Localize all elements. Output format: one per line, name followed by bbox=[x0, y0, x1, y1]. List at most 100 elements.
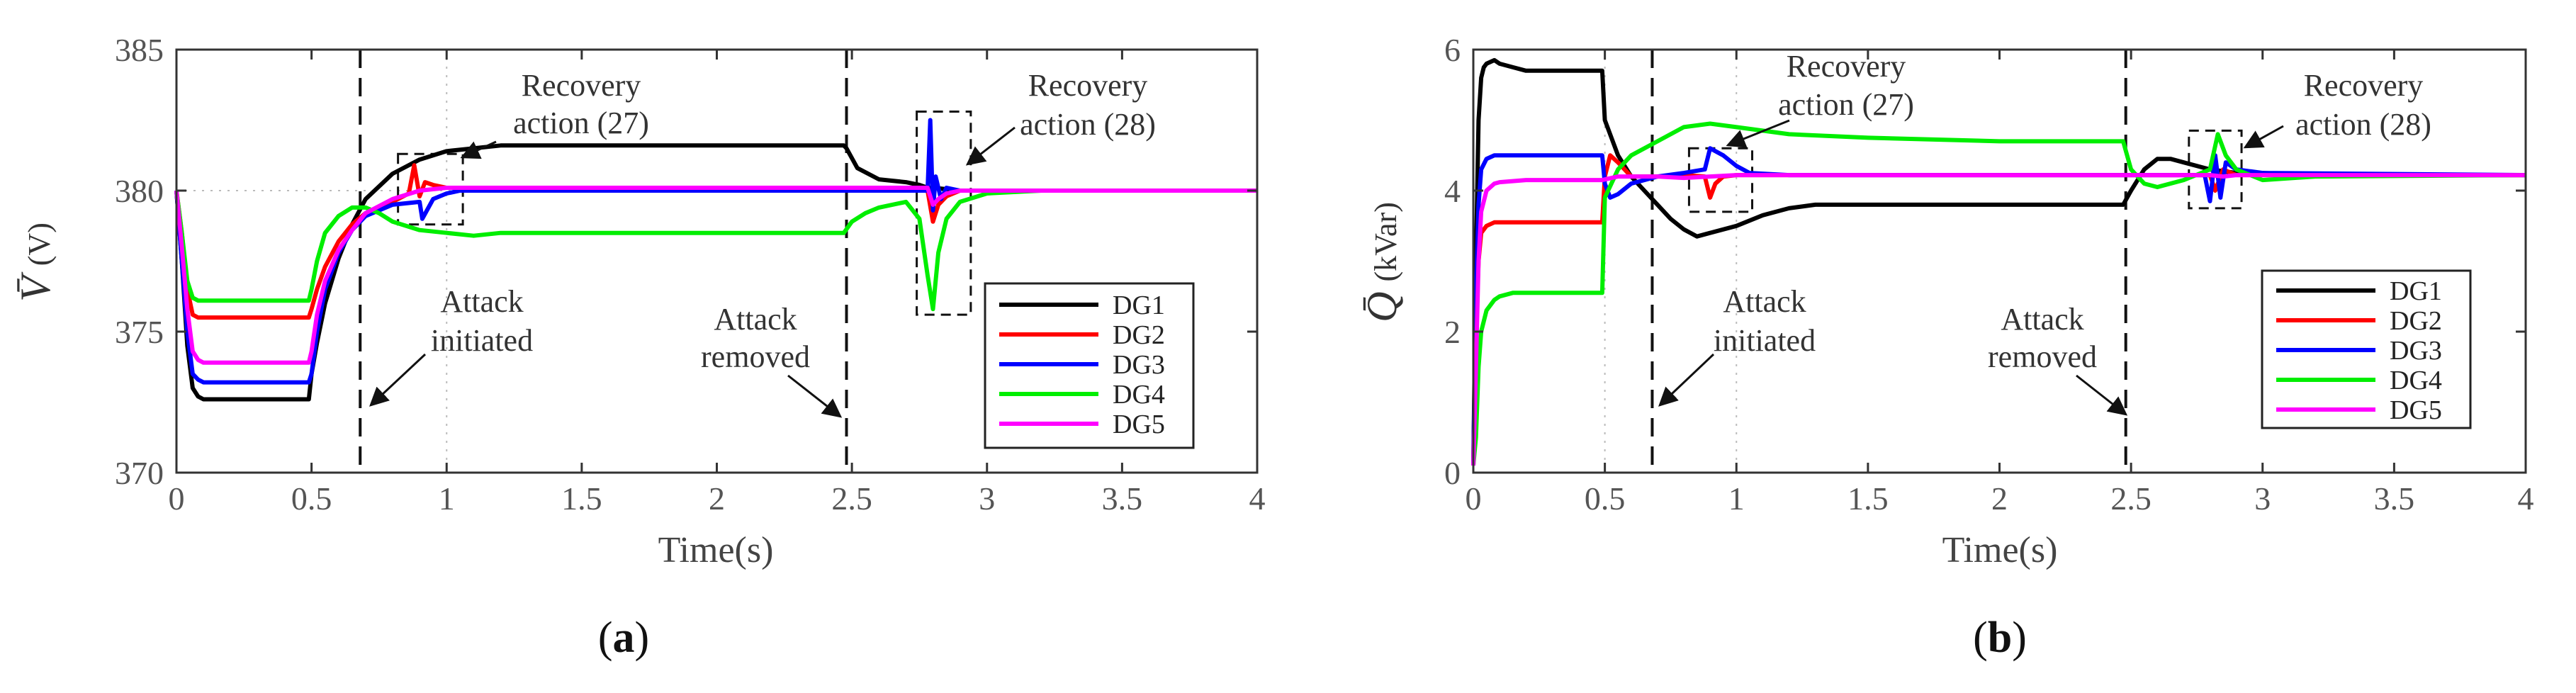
panel-b: 0 0.5 1 1.5 2 2.5 3 3.5 4 0 2 4 6 Time(s) Q̄ (kVar)… bbox=[1359, 32, 2534, 662]
y-tick-label: 0 bbox=[1444, 455, 1461, 491]
x-tick-label: 4 bbox=[2518, 480, 2534, 517]
x-tick-label: 3.5 bbox=[1102, 480, 1143, 517]
annotation-line-1: Attack bbox=[714, 302, 797, 337]
panel-b-recovery-boxes bbox=[1687, 129, 2243, 213]
x-tick-label: 0 bbox=[1466, 480, 1482, 517]
panel-b-annotation-attack-initiated: Attack initiated bbox=[1658, 284, 1816, 407]
annotation-arrow bbox=[787, 374, 843, 418]
x-tick-label: 2.5 bbox=[831, 480, 872, 517]
annotation-line-2: action (27) bbox=[1778, 87, 1914, 122]
series-line-dg1 bbox=[1471, 57, 2526, 466]
panel-a-caption-letter: a bbox=[613, 614, 635, 662]
annotation-line-2: action (28) bbox=[2295, 107, 2431, 142]
y-tick-label: 385 bbox=[115, 32, 164, 68]
panel-b-caption: (b) bbox=[1973, 614, 2027, 662]
legend-label-dg3: DG3 bbox=[1113, 350, 1165, 380]
panel-a-annotation-attack-removed: Attack removed bbox=[701, 302, 843, 418]
x-tick-label: 1 bbox=[439, 480, 455, 517]
legend-label-dg2: DG2 bbox=[2390, 306, 2442, 336]
annotation-arrow bbox=[2076, 374, 2128, 416]
y-tick-label: 370 bbox=[115, 455, 164, 491]
panel-b-annotation-recovery-28: Recovery action (28) bbox=[2243, 68, 2431, 149]
panel-b-annotation-attack-removed: Attack removed bbox=[1988, 302, 2128, 416]
y-tick-label: 380 bbox=[115, 173, 164, 209]
panel-a-grid bbox=[176, 50, 1257, 473]
panel-a: 0 0.5 1 1.5 2 2.5 3 3.5 4 370 375 380 385 Time(s) V… bbox=[12, 32, 1266, 662]
panel-b-ylabel: Q̄ (kVar) bbox=[1359, 202, 1405, 322]
annotation-line-2: action (27) bbox=[513, 106, 649, 140]
annotation-line-1: Recovery bbox=[1028, 68, 1148, 103]
annotation-line-2: removed bbox=[1988, 339, 2097, 374]
x-tick-label: 4 bbox=[1249, 480, 1266, 517]
x-tick-label: 3 bbox=[979, 480, 995, 517]
panel-a-caption: (a) bbox=[598, 614, 649, 662]
svg-text:V̄ (V): V̄ (V) bbox=[12, 222, 59, 302]
y-tick-label: 6 bbox=[1444, 32, 1461, 68]
annotation-arrow bbox=[369, 353, 427, 407]
annotation-line-2: removed bbox=[701, 339, 810, 374]
legend-label-dg2: DG2 bbox=[1113, 320, 1165, 350]
x-tick-label: 2 bbox=[709, 480, 725, 517]
panel-a-series bbox=[174, 118, 1257, 402]
x-tick-label: 3 bbox=[2254, 480, 2271, 517]
panel-b-xticks: 0 0.5 1 1.5 2 2.5 3 3.5 4 bbox=[1466, 50, 2534, 517]
panel-a-ylabel-unit: (V) bbox=[22, 222, 57, 266]
annotation-line-1: Recovery bbox=[522, 68, 641, 103]
x-tick-label: 1 bbox=[1728, 480, 1745, 517]
x-tick-label: 1.5 bbox=[561, 480, 602, 517]
legend-label-dg4: DG4 bbox=[1113, 380, 1165, 410]
x-tick-label: 0.5 bbox=[291, 480, 332, 517]
y-tick-label: 2 bbox=[1444, 314, 1461, 350]
panel-b-yticks: 0 2 4 6 bbox=[1444, 32, 2526, 491]
annotation-line-2: initiated bbox=[1714, 323, 1816, 358]
x-tick-label: 2.5 bbox=[2110, 480, 2152, 517]
panel-a-annotation-recovery-28: Recovery action (28) bbox=[965, 68, 1156, 166]
series-line-dg4 bbox=[1471, 121, 2526, 466]
annotation-line-1: Attack bbox=[2001, 302, 2083, 337]
panel-b-series bbox=[1471, 57, 2526, 466]
panel-a-ylabel: V̄ (V) bbox=[12, 222, 59, 302]
series-line-dg3 bbox=[1471, 146, 2526, 466]
legend-label-dg4: DG4 bbox=[2390, 366, 2442, 395]
panel-a-xticks: 0 0.5 1 1.5 2 2.5 3 3.5 4 bbox=[169, 50, 1266, 517]
x-tick-label: 0 bbox=[169, 480, 185, 517]
legend-label-dg3: DG3 bbox=[2390, 336, 2442, 366]
panel-b-caption-letter: b bbox=[1988, 614, 2012, 662]
panel-b-annotation-recovery-27: Recovery action (27) bbox=[1726, 49, 1914, 148]
x-tick-label: 0.5 bbox=[1585, 480, 1626, 517]
annotation-line-1: Recovery bbox=[2304, 68, 2424, 103]
panel-a-event-lines bbox=[359, 50, 848, 473]
series-line-dg5 bbox=[1471, 173, 2526, 466]
annotation-line-1: Recovery bbox=[1787, 49, 1906, 84]
x-tick-label: 2 bbox=[1991, 480, 2008, 517]
series-line-dg4 bbox=[174, 188, 1257, 312]
annotation-arrow bbox=[965, 126, 1016, 166]
panel-a-ylabel-symbol: V̄ bbox=[12, 271, 59, 302]
annotation-line-1: Attack bbox=[440, 284, 523, 319]
recovery-box bbox=[916, 111, 972, 316]
svg-text:Q̄ (kVar): Q̄ (kVar) bbox=[1359, 202, 1405, 322]
annotation-line-1: Attack bbox=[1723, 284, 1806, 319]
x-tick-label: 3.5 bbox=[2374, 480, 2415, 517]
panel-b-ylabel-unit: (kVar) bbox=[1368, 202, 1403, 281]
annotation-line-2: initiated bbox=[431, 323, 533, 358]
legend-label-dg1: DG1 bbox=[1113, 291, 1165, 320]
panel-b-ylabel-symbol: Q̄ bbox=[1359, 292, 1405, 322]
x-tick-label: 1.5 bbox=[1847, 480, 1889, 517]
panel-a-annotation-recovery-27: Recovery action (27) bbox=[460, 68, 649, 159]
y-tick-label: 4 bbox=[1444, 173, 1461, 209]
y-tick-label: 375 bbox=[115, 314, 164, 350]
annotation-line-2: action (28) bbox=[1020, 107, 1156, 142]
panel-a-annotation-attack-initiated: Attack initiated bbox=[369, 284, 533, 407]
legend-label-dg5: DG5 bbox=[2390, 395, 2442, 425]
annotation-arrow bbox=[2243, 125, 2284, 149]
panel-a-yticks: 370 375 380 385 bbox=[115, 32, 1257, 491]
legend-label-dg1: DG1 bbox=[2390, 276, 2442, 306]
recovery-box bbox=[1687, 147, 1754, 213]
series-line-dg2 bbox=[174, 163, 1257, 320]
legend-label-dg5: DG5 bbox=[1113, 410, 1165, 439]
panel-a-xlabel: Time(s) bbox=[658, 530, 774, 570]
